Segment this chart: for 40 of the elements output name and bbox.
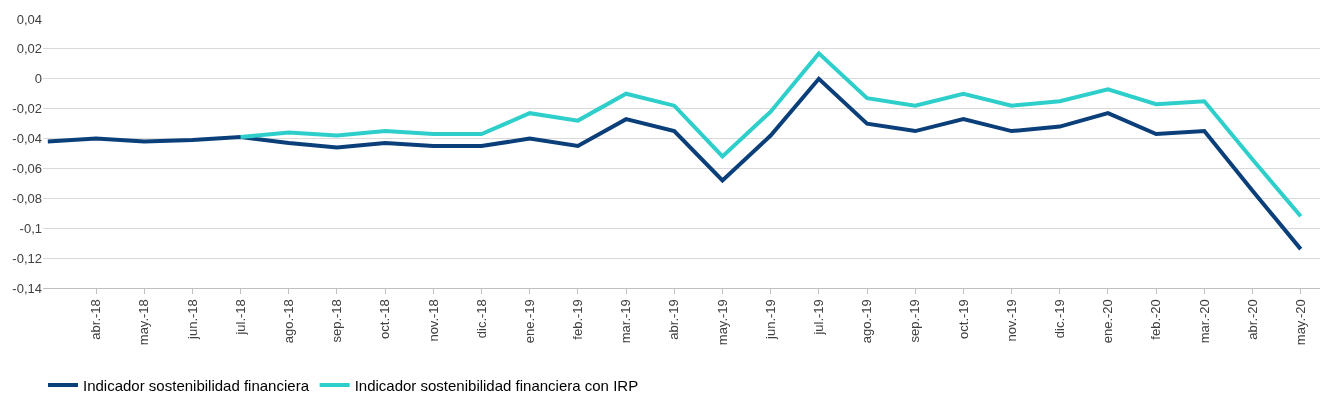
x-tick-label: oct.-19 (955, 299, 971, 339)
legend-label: Indicador sostenibilidad financiera (83, 376, 310, 394)
y-tick-label: -0,02 (12, 101, 42, 117)
y-tick-label: 0 (34, 71, 42, 87)
x-tick-label: may.-20 (1292, 299, 1308, 346)
x-tick-label: ene.-20 (1100, 299, 1116, 344)
x-tick-label: dic.-19 (1052, 299, 1068, 339)
x-tick-label: may.-19 (714, 299, 730, 346)
x-tick-label: sep.-18 (329, 299, 345, 343)
x-tick-label: oct.-18 (377, 299, 393, 339)
y-tick-label: -0,06 (12, 160, 42, 176)
y-tick-label: -0,04 (12, 131, 42, 147)
x-tick-label: jun.-18 (184, 299, 200, 340)
x-tick-label: sep.-19 (907, 299, 923, 343)
x-tick-label: dic.-18 (473, 299, 489, 339)
x-tick-label: ago.-18 (280, 299, 296, 344)
x-tick-label: nov.-18 (425, 299, 441, 342)
y-tick-label: -0,14 (12, 280, 42, 296)
x-tick-label: abr.-18 (88, 299, 104, 340)
x-tick-label: jul.-19 (811, 299, 827, 336)
y-tick-label: -0,12 (12, 250, 42, 266)
x-tick-label: abr.-19 (666, 299, 682, 340)
line-series (238, 51, 1303, 219)
y-tick-label: -0,1 (19, 220, 42, 236)
x-tick-label: may.-18 (136, 299, 152, 346)
x-tick-label: mar.-20 (1196, 299, 1212, 344)
line-series (45, 76, 1303, 252)
x-tick-label: feb.-20 (1148, 299, 1164, 340)
x-tick-label: nov.-19 (1003, 299, 1019, 342)
legend-label: Indicador sostenibilidad financiera con IRP (354, 376, 639, 394)
x-tick-label: mar.-19 (618, 299, 634, 344)
x-tick-label: jun.-19 (762, 299, 778, 340)
x-tick-label: ago.-19 (859, 299, 875, 344)
y-tick-label: 0,02 (16, 41, 42, 57)
x-tick-label: abr.-20 (1244, 299, 1260, 340)
x-tick-label: ene.-19 (521, 299, 537, 344)
y-tick-label: 0,04 (16, 11, 42, 27)
x-tick-label: feb.-19 (570, 299, 586, 340)
y-tick-label: -0,08 (12, 190, 42, 206)
x-tick-label: jul.-18 (232, 299, 248, 336)
